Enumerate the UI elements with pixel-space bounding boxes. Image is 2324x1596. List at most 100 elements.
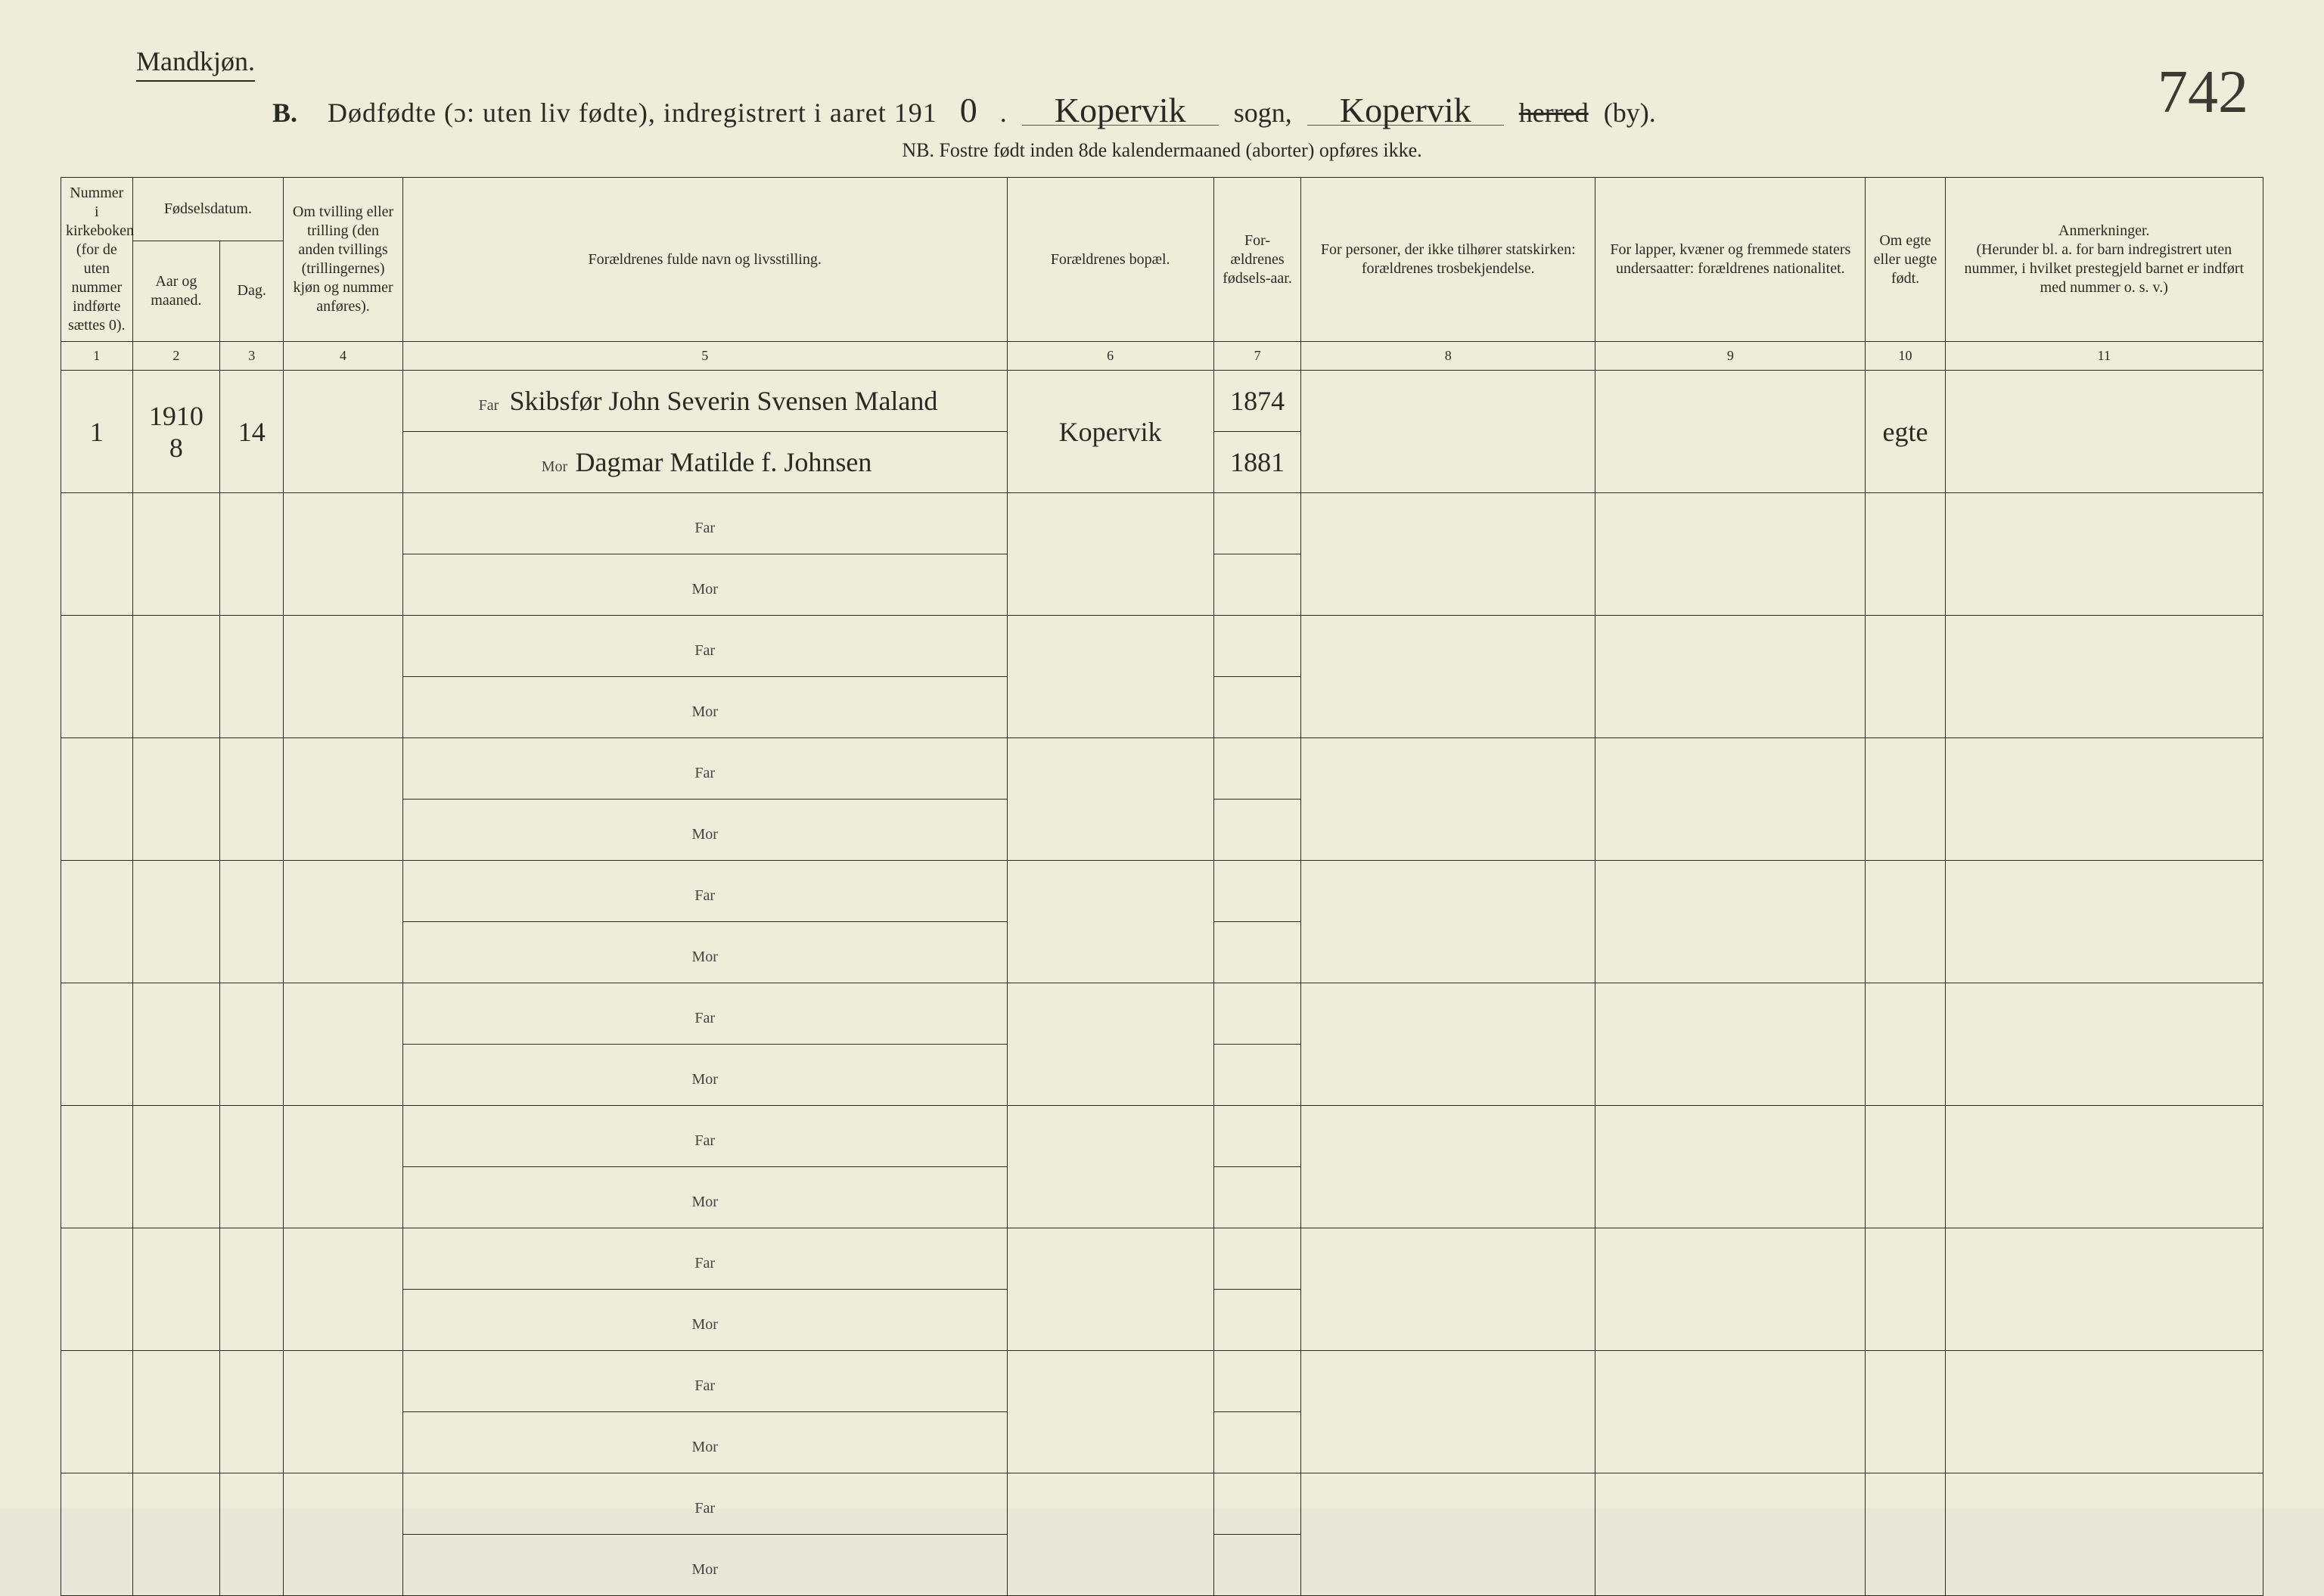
- table-row-far: Far: [61, 1106, 2263, 1167]
- cell-tros: [1301, 983, 1595, 1106]
- table-row-far: 11910814Far Skibsfør John Severin Svense…: [61, 371, 2263, 432]
- cell-num: [61, 983, 133, 1106]
- cell-anm: [1945, 371, 2263, 493]
- cell-bopael: [1007, 493, 1213, 616]
- cell-mor-year: [1213, 1167, 1301, 1228]
- cell-nat: [1595, 616, 1866, 738]
- cell-mor-year: [1213, 1290, 1301, 1351]
- cell-num: 1: [61, 371, 133, 493]
- cell-tros: [1301, 1106, 1595, 1228]
- colnum-11: 11: [1945, 342, 2263, 371]
- cell-far: Far: [402, 861, 1007, 922]
- col-10-header: Om egte eller uegte født.: [1866, 178, 1945, 342]
- cell-egte: [1866, 738, 1945, 861]
- title-line: B. Dødfødte (ɔ: uten liv fødte), indregi…: [272, 97, 2263, 129]
- cell-tros: [1301, 861, 1595, 983]
- col-11-sub: (Herunder bl. a. for barn indregistrert …: [1950, 241, 2258, 297]
- col-5-header: Forældrenes fulde navn og livsstilling.: [402, 178, 1007, 342]
- cell-mor-year: [1213, 800, 1301, 861]
- cell-tros: [1301, 1473, 1595, 1596]
- cell-tros: [1301, 1351, 1595, 1473]
- cell-num: [61, 1106, 133, 1228]
- cell-twin: [284, 1106, 403, 1228]
- cell-mor: Mor: [402, 1290, 1007, 1351]
- cell-egte: [1866, 983, 1945, 1106]
- far-label: Far: [688, 642, 722, 660]
- colnum-10: 10: [1866, 342, 1945, 371]
- cell-egte: [1866, 493, 1945, 616]
- herred-value: Kopervik: [1307, 97, 1504, 126]
- cell-tros: [1301, 1228, 1595, 1351]
- cell-far-year: [1213, 738, 1301, 800]
- cell-mor-year: [1213, 922, 1301, 983]
- cell-nat: [1595, 1106, 1866, 1228]
- cell-num: [61, 493, 133, 616]
- colnum-1: 1: [61, 342, 133, 371]
- cell-tros: [1301, 371, 1595, 493]
- page-number-handwritten: 742: [2150, 68, 2256, 116]
- cell-far: Far: [402, 738, 1007, 800]
- title-period: .: [1000, 97, 1007, 129]
- far-label: Far: [688, 1010, 722, 1027]
- cell-mor-year: [1213, 1535, 1301, 1596]
- cell-bopael: [1007, 861, 1213, 983]
- far-value: Skibsfør John Severin Svensen Maland: [509, 386, 937, 416]
- cell-nat: [1595, 1228, 1866, 1351]
- sogn-value: Kopervik: [1022, 97, 1219, 126]
- cell-nat: [1595, 738, 1866, 861]
- cell-anm: [1945, 983, 2263, 1106]
- cell-day: [220, 493, 284, 616]
- table-row-far: Far: [61, 1473, 2263, 1535]
- colnum-2: 2: [132, 342, 220, 371]
- cell-bopael: [1007, 1473, 1213, 1596]
- mor-label: Mor: [688, 949, 722, 966]
- col-9-header: For lapper, kvæner og fremmede staters u…: [1595, 178, 1866, 342]
- table-row-far: Far: [61, 983, 2263, 1045]
- cell-mor-year: [1213, 554, 1301, 616]
- cell-nat: [1595, 1473, 1866, 1596]
- cell-far-year: [1213, 1228, 1301, 1290]
- cell-egte: [1866, 1228, 1945, 1351]
- far-label: Far: [472, 397, 505, 415]
- cell-mor: Mor: [402, 1412, 1007, 1473]
- table-row-far: Far: [61, 1351, 2263, 1412]
- table-row-far: Far: [61, 1228, 2263, 1290]
- cell-far: Far Skibsfør John Severin Svensen Maland: [402, 371, 1007, 432]
- cell-far-year: [1213, 1473, 1301, 1535]
- far-label: Far: [688, 1500, 722, 1517]
- table-body: 11910814Far Skibsfør John Severin Svense…: [61, 371, 2263, 1596]
- cell-far-year: [1213, 616, 1301, 677]
- cell-year-month: [132, 493, 220, 616]
- cell-bopael: [1007, 1228, 1213, 1351]
- far-label: Far: [688, 520, 722, 537]
- cell-far: Far: [402, 1351, 1007, 1412]
- colnum-8: 8: [1301, 342, 1595, 371]
- col-2-sub1-header: Aar og maaned.: [132, 241, 220, 341]
- cell-far-year: [1213, 493, 1301, 554]
- cell-day: [220, 1351, 284, 1473]
- mor-label: Mor: [688, 826, 722, 843]
- cell-twin: [284, 983, 403, 1106]
- mor-label: Mor: [688, 1071, 722, 1088]
- cell-bopael: [1007, 738, 1213, 861]
- cell-mor: Mor: [402, 1045, 1007, 1106]
- cell-day: 14: [220, 371, 284, 493]
- cell-anm: [1945, 1228, 2263, 1351]
- cell-far: Far: [402, 616, 1007, 677]
- cell-far: Far: [402, 1228, 1007, 1290]
- cell-mor: Mor: [402, 554, 1007, 616]
- cell-egte: [1866, 1473, 1945, 1596]
- cell-day: [220, 983, 284, 1106]
- herred-label-strike: herred: [1519, 97, 1589, 129]
- mor-label: Mor: [688, 1316, 722, 1334]
- cell-year-month: [132, 1228, 220, 1351]
- col-7-header: For-ældrenes fødsels-aar.: [1213, 178, 1301, 342]
- cell-mor-year: [1213, 677, 1301, 738]
- cell-egte: egte: [1866, 371, 1945, 493]
- colnum-3: 3: [220, 342, 284, 371]
- cell-bopael: [1007, 983, 1213, 1106]
- title-prefix: B.: [272, 97, 297, 129]
- register-table: Nummer i kirkeboken (for de uten nummer …: [61, 177, 2263, 1596]
- cell-mor: Mor: [402, 922, 1007, 983]
- table-row-far: Far: [61, 616, 2263, 677]
